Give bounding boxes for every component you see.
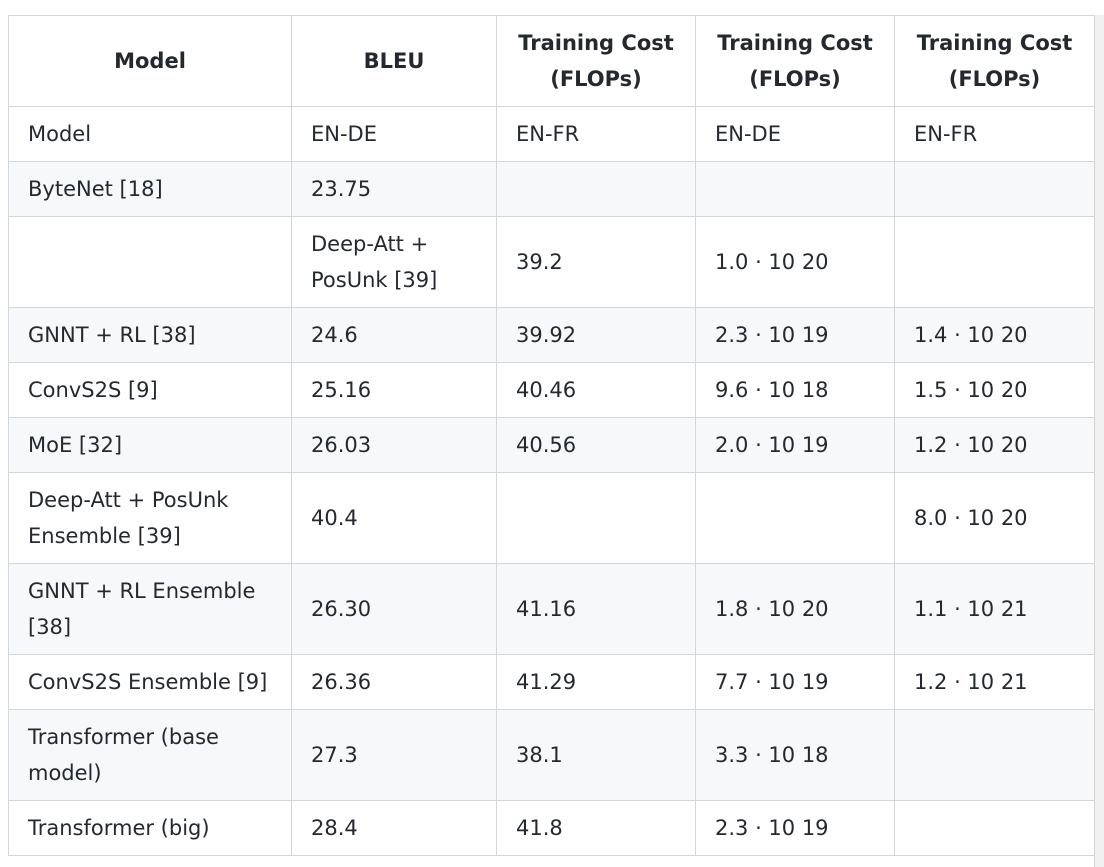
table-cell: Deep-Att + PosUnk [39] [291,216,497,308]
table-cell: 27.3 [291,709,497,801]
table-cell [894,161,1095,217]
table-cell: 40.56 [496,417,696,473]
header-cell-training-cost: Training Cost (FLOPs) [894,15,1095,107]
table-cell: EN-FR [496,106,696,162]
table-cell [894,709,1095,801]
results-table-container: Model BLEU Training Cost (FLOPs) Trainin… [8,15,1095,856]
table-cell: 41.16 [496,563,696,655]
table-cell: 23.75 [291,161,497,217]
table-cell: 1.1 · 10 21 [894,563,1095,655]
table-row: ConvS2S [9] 25.16 40.46 9.6 · 10 18 1.5 … [8,362,1095,418]
table-row: MoE [32] 26.03 40.56 2.0 · 10 19 1.2 · 1… [8,417,1095,473]
table-cell: EN-FR [894,106,1095,162]
table-cell: EN-DE [695,106,895,162]
table-cell: 2.3 · 10 19 [695,307,895,363]
table-cell: Transformer (big) [8,800,292,856]
table-cell: 40.46 [496,362,696,418]
table-cell: 26.03 [291,417,497,473]
table-cell: Model [8,106,292,162]
table-row: GNNT + RL Ensemble [38] 26.30 41.16 1.8 … [8,563,1095,655]
header-cell-model: Model [8,15,292,107]
table-cell [894,800,1095,856]
table-cell: GNNT + RL Ensemble [38] [8,563,292,655]
table-cell: 1.8 · 10 20 [695,563,895,655]
table-cell: 25.16 [291,362,497,418]
table-cell: 2.3 · 10 19 [695,800,895,856]
table-cell [496,472,696,564]
table-cell: 1.2 · 10 21 [894,654,1095,710]
table-cell: ByteNet [18] [8,161,292,217]
table-cell: ConvS2S Ensemble [9] [8,654,292,710]
table-cell [695,472,895,564]
table-row: ConvS2S Ensemble [9] 26.36 41.29 7.7 · 1… [8,654,1095,710]
header-cell-training-cost: Training Cost (FLOPs) [496,15,696,107]
table-row: Deep-Att + PosUnk Ensemble [39] 40.4 8.0… [8,472,1095,564]
table-cell [496,161,696,217]
table-cell: 41.29 [496,654,696,710]
scrollbar-track[interactable] [1094,15,1104,867]
table-cell [894,216,1095,308]
table-row: Transformer (big) 28.4 41.8 2.3 · 10 19 [8,800,1095,856]
table-cell: 40.4 [291,472,497,564]
table-cell: 9.6 · 10 18 [695,362,895,418]
table-cell: 28.4 [291,800,497,856]
table-cell: MoE [32] [8,417,292,473]
table-row: ByteNet [18] 23.75 [8,161,1095,217]
table-cell: 3.3 · 10 18 [695,709,895,801]
table-row: Transformer (base model) 27.3 38.1 3.3 ·… [8,709,1095,801]
table-cell: GNNT + RL [38] [8,307,292,363]
table-body: Model EN-DE EN-FR EN-DE EN-FR ByteNet [1… [8,106,1095,856]
table-cell: Transformer (base model) [8,709,292,801]
table-cell: 24.6 [291,307,497,363]
table-cell: 38.1 [496,709,696,801]
table-cell: ConvS2S [9] [8,362,292,418]
table-row: Model EN-DE EN-FR EN-DE EN-FR [8,106,1095,162]
table-cell: 2.0 · 10 19 [695,417,895,473]
table-cell: 1.2 · 10 20 [894,417,1095,473]
table-cell: 8.0 · 10 20 [894,472,1095,564]
table-header: Model BLEU Training Cost (FLOPs) Trainin… [8,15,1095,107]
table-cell: 39.2 [496,216,696,308]
header-row: Model BLEU Training Cost (FLOPs) Trainin… [8,15,1095,107]
table-cell [695,161,895,217]
table-cell: 39.92 [496,307,696,363]
table-cell: EN-DE [291,106,497,162]
table-cell: 7.7 · 10 19 [695,654,895,710]
table-cell: 1.4 · 10 20 [894,307,1095,363]
header-cell-training-cost: Training Cost (FLOPs) [695,15,895,107]
table-cell: Deep-Att + PosUnk Ensemble [39] [8,472,292,564]
header-cell-bleu: BLEU [291,15,497,107]
table-cell: 41.8 [496,800,696,856]
results-table: Model BLEU Training Cost (FLOPs) Trainin… [8,15,1095,856]
table-cell: 26.36 [291,654,497,710]
table-cell: 1.5 · 10 20 [894,362,1095,418]
table-cell: 1.0 · 10 20 [695,216,895,308]
table-row: Deep-Att + PosUnk [39] 39.2 1.0 · 10 20 [8,216,1095,308]
table-cell: 26.30 [291,563,497,655]
table-row: GNNT + RL [38] 24.6 39.92 2.3 · 10 19 1.… [8,307,1095,363]
table-cell [8,216,292,308]
